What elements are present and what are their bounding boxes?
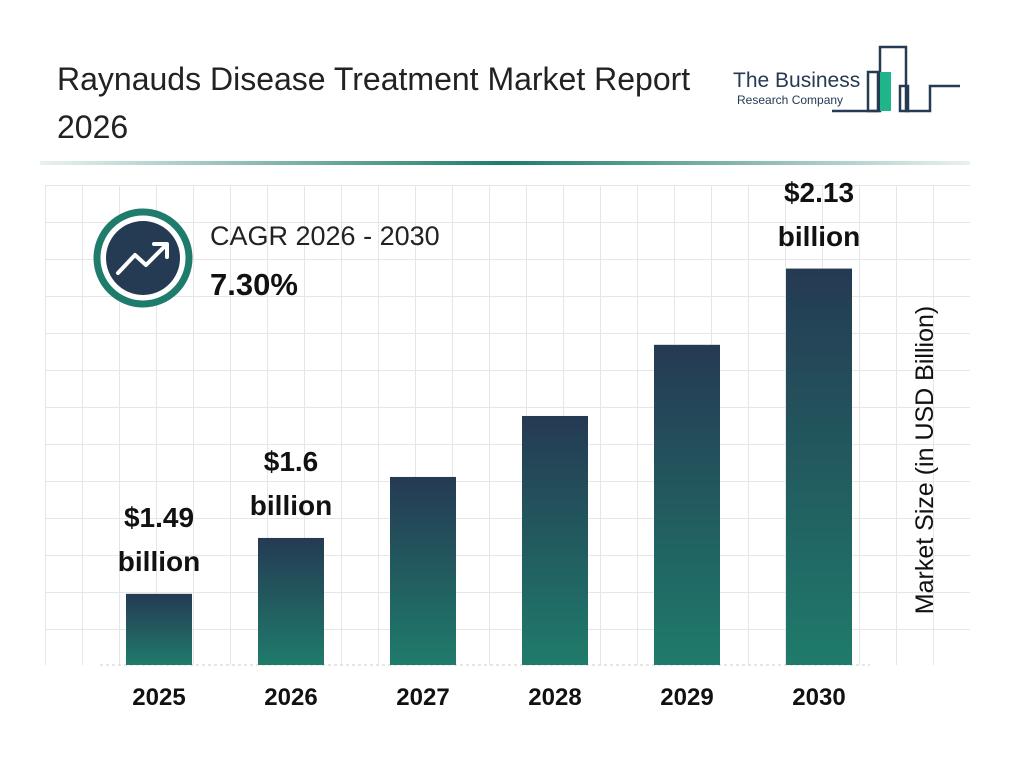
bar [390, 476, 456, 665]
y-axis-label: Market Size (in USD Billion) [911, 306, 939, 614]
x-tick-label: 2027 [396, 684, 449, 711]
chart-title: Raynauds Disease Treatment Market Report… [57, 61, 691, 145]
logo-text: Research Company [737, 93, 843, 107]
divider [40, 161, 970, 165]
bar [258, 537, 324, 665]
logo-graphic [832, 45, 960, 113]
value-label: $1.6 billion [249, 445, 333, 521]
value-label: $1.49 billion [117, 501, 201, 577]
cagr-label: CAGR 2026 - 2030 [210, 221, 440, 251]
x-tick-label: 2030 [792, 684, 845, 711]
bar [522, 415, 588, 665]
cagr-value: 7.30% [210, 267, 298, 302]
cagr-badge-inner [106, 221, 180, 295]
value-label: $2.13 billion [777, 176, 861, 252]
bar [126, 593, 192, 665]
x-tick-label: 2026 [264, 684, 317, 711]
x-tick-label: 2029 [660, 684, 713, 711]
x-tick-label: 2025 [132, 684, 185, 711]
x-tick-label: 2028 [528, 684, 581, 711]
cagr-icon [116, 242, 169, 275]
bar [654, 344, 720, 665]
bar [786, 268, 852, 665]
logo-text: The Business [733, 69, 860, 92]
